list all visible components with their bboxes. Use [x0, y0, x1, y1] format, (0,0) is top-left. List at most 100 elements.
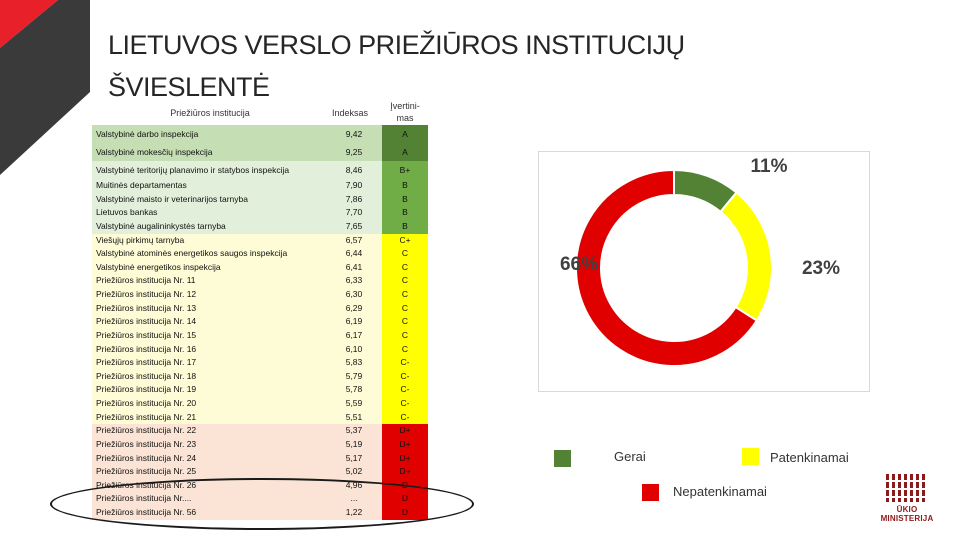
index-value: 7,90 [345, 180, 363, 190]
header-institution: Priežiūros institucija [170, 108, 250, 118]
index-value: 5,51 [345, 411, 363, 422]
institution-name: Valstybinė maisto ir veterinarijos tarny… [96, 193, 248, 204]
institution-name: Priežiūros institucija Nr. 13 [96, 302, 197, 313]
index-value: 6,10 [345, 343, 363, 354]
table-row: Priežiūros institucija Nr. 12 6,30 C [92, 288, 428, 302]
index-value: 5,79 [345, 370, 363, 381]
table-row: Muitinės departamentas 7,90 B [92, 179, 428, 193]
grade-value: C [382, 328, 428, 343]
page-title: LIETUVOS VERSLO PRIEŽIŪROS INSTITUCIJŲ Š… [108, 24, 685, 108]
table-row: Priežiūros institucija Nr. 23 5,19 D+ [92, 437, 428, 452]
index-value: 6,44 [345, 248, 363, 259]
grade-value: C [382, 288, 428, 302]
table-row: Lietuvos bankas 7,70 B [92, 206, 428, 220]
index-value: 7,65 [345, 220, 363, 231]
table-row: Valstybinė maisto ir veterinarijos tarny… [92, 192, 428, 207]
institution-name: Priežiūros institucija Nr. 22 [96, 425, 197, 436]
index-value: 5,17 [345, 452, 363, 463]
index-value: 6,17 [345, 329, 363, 340]
grade-value: B [382, 179, 428, 193]
index-value: 6,19 [345, 316, 363, 327]
table-row: Valstybinė mokesčių inspekcija 9,25 A [92, 143, 428, 161]
table-row: Priežiūros institucija Nr. 15 6,17 C [92, 328, 428, 343]
grade-value: D+ [382, 437, 428, 452]
index-value: 6,41 [345, 261, 363, 272]
table-row: Priežiūros institucija Nr. 22 5,37 D+ [92, 424, 428, 438]
table-row: Priežiūros institucija Nr. 21 5,51 C- [92, 410, 428, 425]
institution-name: Valstybinė mokesčių inspekcija [96, 147, 213, 157]
institution-name: Priežiūros institucija Nr. 24 [96, 452, 197, 463]
table-row: Priežiūros institucija Nr. 11 6,33 C [92, 274, 428, 288]
index-value: 5,83 [345, 357, 363, 368]
institution-name: Priežiūros institucija Nr. 23 [96, 438, 197, 449]
scoreboard-table: Valstybinė darbo inspekcija 9,42 A Valstybi… [92, 125, 428, 520]
donut-slice-nepatenkinamai [575, 168, 759, 367]
institution-name: Priežiūros institucija Nr. 19 [96, 384, 197, 395]
table-row: Valstybinė teritorijų planavimo ir staty… [92, 161, 428, 179]
institution-name: Priežiūros institucija Nr. 17 [96, 357, 197, 368]
grade-value: C- [382, 383, 428, 397]
index-value: 6,57 [345, 234, 363, 245]
institution-name: Priežiūros institucija Nr. 11 [96, 275, 196, 286]
index-value: 7,70 [345, 207, 363, 218]
table-row: Priežiūros institucija Nr. 18 5,79 C- [92, 369, 428, 384]
index-value: 7,86 [345, 193, 363, 204]
grade-value: C [382, 315, 428, 329]
donut-value-label: 66% [560, 254, 598, 275]
donut-chart: 11% 23% 66% [538, 151, 870, 392]
index-value: 6,33 [345, 275, 363, 286]
grade-value: A [382, 143, 428, 161]
table-row: Priežiūros institucija Nr. 13 6,29 C [92, 301, 428, 316]
legend-swatch-nepatenkinamai [642, 484, 659, 501]
donut-slice-patenkinamai [719, 191, 773, 322]
grade-value: C [382, 274, 428, 288]
index-value: 9,42 [345, 129, 363, 139]
institution-name: Priežiūros institucija Nr. 21 [96, 411, 197, 422]
table-row: Priežiūros institucija Nr. 17 5,83 C- [92, 356, 428, 370]
highlight-ellipse [50, 478, 474, 530]
index-value: 5,59 [345, 398, 363, 408]
grade-value: C [382, 301, 428, 316]
table-row: Valstybinė energetikos inspekcija 6,41 C [92, 260, 428, 275]
header-grade: Įvertini- mas [382, 100, 428, 124]
institution-name: Lietuvos bankas [96, 207, 158, 218]
header-grade-line-1: Įvertini- [390, 101, 420, 111]
logo-text: ŪKIO MINISTERIJA [880, 505, 934, 523]
institution-name: Valstybinė augalininkystės tarnyba [96, 220, 226, 231]
donut-value-label: 11% [751, 156, 788, 177]
institution-name: Priežiūros institucija Nr. 25 [96, 466, 197, 477]
index-value: 6,29 [345, 302, 363, 313]
grade-value: C [382, 247, 428, 261]
institution-name: Valstybinė darbo inspekcija [96, 129, 199, 139]
table-row: Priežiūros institucija Nr. 20 5,59 C- [92, 397, 428, 411]
grade-value: C- [382, 356, 428, 370]
grade-value: B [382, 219, 428, 234]
grade-value: D+ [382, 465, 428, 479]
index-value: 5,02 [345, 466, 363, 477]
title-line-2: ŠVIESLENTĖ [108, 72, 270, 102]
table-row: Valstybinė darbo inspekcija 9,42 A [92, 125, 428, 143]
institution-name: Priežiūros institucija Nr. 16 [96, 343, 197, 354]
corner-decoration [0, 0, 90, 175]
institution-name: Valstybinė energetikos inspekcija [96, 261, 221, 272]
legend-label-gerai: Gerai [614, 449, 646, 464]
institution-name: Priežiūros institucija Nr. 15 [96, 329, 197, 340]
title-line-1: LIETUVOS VERSLO PRIEŽIŪROS INSTITUCIJŲ [108, 30, 685, 60]
table-row: Priežiūros institucija Nr. 14 6,19 C [92, 315, 428, 329]
index-value: 8,46 [345, 165, 363, 175]
ministry-logo [884, 474, 928, 502]
legend-label-nepatenkinamai: Nepatenkinamai [673, 484, 767, 499]
institution-name: Muitinės departamentas [96, 180, 187, 190]
institution-name: Priežiūros institucija Nr. 18 [96, 370, 197, 381]
grade-value: D+ [382, 451, 428, 466]
grade-value: C+ [382, 233, 428, 248]
index-value: 5,19 [345, 438, 363, 449]
donut-value-label: 23% [802, 258, 840, 279]
table-row: Viešųjų pirkimų tarnyba 6,57 C+ [92, 233, 428, 248]
grade-value: B [382, 192, 428, 207]
grade-value: C- [382, 410, 428, 425]
institution-name: Priežiūros institucija Nr. 12 [96, 289, 197, 299]
table-row: Priežiūros institucija Nr. 19 5,78 C- [92, 383, 428, 397]
grade-value: C [382, 260, 428, 275]
grade-value: C [382, 342, 428, 357]
